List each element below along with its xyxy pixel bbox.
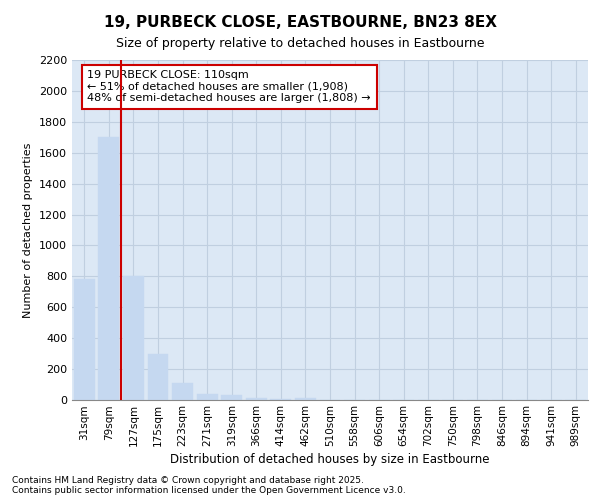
Text: Contains HM Land Registry data © Crown copyright and database right 2025.
Contai: Contains HM Land Registry data © Crown c… <box>12 476 406 495</box>
Bar <box>98 138 119 400</box>
Bar <box>148 354 169 400</box>
Bar <box>295 398 316 400</box>
Bar <box>197 394 218 400</box>
Text: 19 PURBECK CLOSE: 110sqm
← 51% of detached houses are smaller (1,908)
48% of sem: 19 PURBECK CLOSE: 110sqm ← 51% of detach… <box>88 70 371 103</box>
Bar <box>74 280 95 400</box>
Bar <box>246 398 267 400</box>
Bar <box>123 276 144 400</box>
Bar <box>221 396 242 400</box>
Text: Size of property relative to detached houses in Eastbourne: Size of property relative to detached ho… <box>116 38 484 51</box>
Text: 19, PURBECK CLOSE, EASTBOURNE, BN23 8EX: 19, PURBECK CLOSE, EASTBOURNE, BN23 8EX <box>104 15 497 30</box>
Bar <box>172 383 193 400</box>
Y-axis label: Number of detached properties: Number of detached properties <box>23 142 34 318</box>
Bar <box>271 399 292 400</box>
X-axis label: Distribution of detached houses by size in Eastbourne: Distribution of detached houses by size … <box>170 453 490 466</box>
